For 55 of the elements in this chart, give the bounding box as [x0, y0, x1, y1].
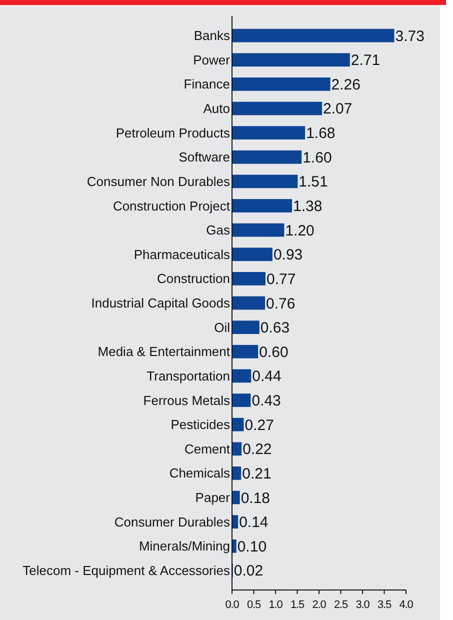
- data-label: 2.26: [331, 76, 361, 94]
- data-label: 0.93: [273, 246, 303, 264]
- y-tick-label: Construction Project: [112, 198, 230, 214]
- y-tick-label: Power: [193, 52, 231, 68]
- data-label: 0.10: [237, 538, 267, 556]
- y-tick-label: Pesticides: [170, 417, 230, 432]
- data-label: 1.51: [298, 174, 328, 191]
- y-tick-label: Telecom - Equipment & Accessories: [22, 563, 230, 578]
- data-label: 0.02: [234, 562, 264, 580]
- x-tick-label: 4.0: [399, 599, 414, 611]
- y-tick-label: Chemicals: [169, 466, 230, 481]
- data-label: 0.76: [266, 295, 296, 312]
- y-tick-label: Media & Entertainment: [98, 344, 230, 360]
- data-label: 0.21: [242, 465, 272, 482]
- data-label: 2.07: [323, 100, 352, 118]
- y-tick-label: Cement: [184, 441, 230, 456]
- y-tick-label: Minerals/Mining: [138, 538, 230, 554]
- x-tick-label: 1.0: [268, 599, 283, 611]
- data-label: 1.38: [293, 198, 322, 215]
- y-tick-label: Software: [178, 150, 230, 165]
- data-label: 1.20: [285, 222, 314, 240]
- y-tick-label: Paper: [195, 490, 231, 506]
- data-label: 0.60: [259, 344, 288, 361]
- y-tick-label: Consumer Durables: [114, 514, 230, 530]
- y-tick-label: Transportation: [146, 368, 230, 384]
- y-tick-label: Consumer Non Durables: [86, 174, 230, 189]
- x-tick-label: 3.0: [356, 599, 370, 611]
- y-tick-label: Petroleum Products: [116, 125, 230, 140]
- data-label: 0.44: [252, 368, 282, 386]
- x-tick-label: 2.0: [312, 599, 326, 611]
- data-label: 0.43: [252, 392, 281, 410]
- data-label: 0.77: [266, 270, 296, 288]
- data-label: 0.18: [240, 490, 270, 507]
- x-tick-label: 1.5: [290, 599, 304, 611]
- x-tick-label: 3.5: [378, 599, 392, 611]
- y-tick-label: Gas: [206, 222, 230, 238]
- x-tick-label: 2.5: [334, 599, 348, 611]
- data-label: 1.68: [306, 125, 336, 142]
- y-tick-label: Ferrous Metals: [143, 392, 230, 408]
- data-label: 3.73: [395, 28, 424, 45]
- y-tick-label: Banks: [194, 28, 230, 44]
- data-label: 0.27: [244, 416, 274, 434]
- y-tick-label: Industrial Capital Goods: [91, 296, 230, 311]
- data-label: 2.71: [350, 52, 380, 70]
- data-label: 0.22: [242, 441, 272, 458]
- data-label: 0.63: [260, 320, 290, 337]
- data-label: 1.60: [302, 149, 332, 166]
- y-tick-label: Pharmaceuticals: [134, 246, 230, 262]
- x-tick-label: 0.5: [247, 599, 261, 611]
- x-tick-label: 0.0: [225, 599, 240, 611]
- y-tick-label: Finance: [184, 76, 230, 92]
- y-tick-label: Auto: [203, 101, 230, 116]
- y-tick-label: Construction: [157, 271, 230, 286]
- y-tick-label: Oil: [214, 320, 230, 335]
- data-label: 0.14: [239, 514, 268, 532]
